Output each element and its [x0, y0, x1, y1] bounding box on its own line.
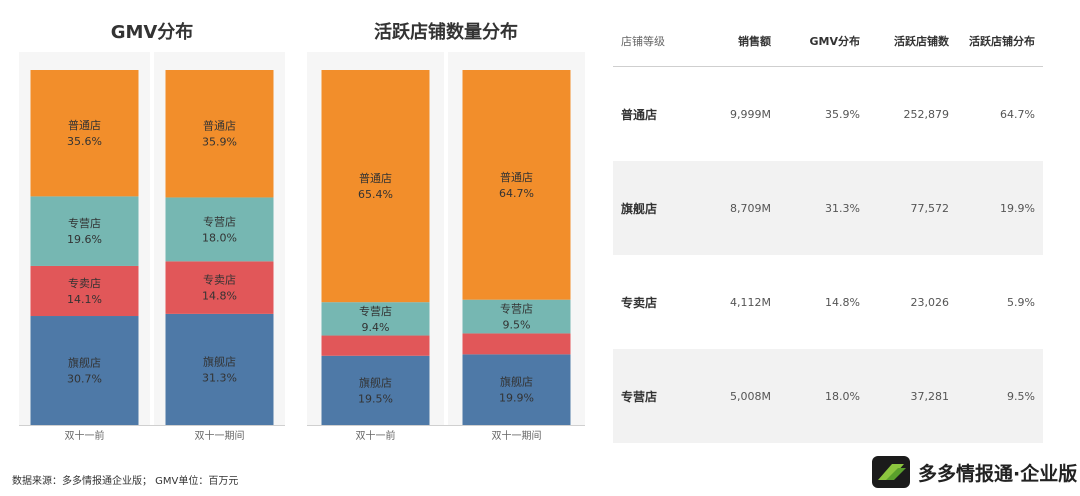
header-gmv-share: GMV分布	[809, 35, 861, 48]
bar-segment-专卖店	[462, 333, 571, 355]
segment-value-label: 18.0%	[202, 231, 237, 244]
bar-segment-旗舰店	[165, 313, 274, 425]
stores-chart-title: 活跃店铺数量分布	[374, 22, 518, 43]
cell-active-store-share: 19.9%	[1000, 201, 1035, 215]
active-stores-distribution-chart: 旗舰店 19.5% 专营店 9.4% 普通店 65.4% 双十一前 旗舰店 19.9% 专营店 9.…	[307, 52, 585, 442]
segment-name-label: 旗舰店	[500, 375, 533, 389]
cell-active-stores: 23,026	[910, 295, 950, 309]
store-tier-table: 店铺等级 销售额 GMV分布 活跃店铺数 活跃店铺分布 普通店 9,999M 3…	[613, 16, 1043, 443]
bar-segment-专卖店	[165, 261, 274, 314]
brand-name: 多多情报通·企业版	[918, 462, 1078, 485]
table-row: 专营店 5,008M 18.0% 37,281 9.5%	[613, 349, 1043, 443]
bar-segment-旗舰店	[321, 355, 430, 425]
x-tick-label: 双十一前	[65, 429, 105, 442]
segment-name-label: 专卖店	[203, 273, 236, 287]
segment-value-label: 19.9%	[499, 392, 534, 405]
segment-value-label: 35.9%	[202, 136, 237, 149]
bar-segment-旗舰店	[30, 316, 139, 425]
bar-segment-专营店	[462, 299, 571, 334]
segment-name-label: 普通店	[500, 170, 533, 184]
bar-segment-专营店	[165, 197, 274, 262]
brand-logo-icon	[872, 456, 910, 488]
cell-gmv-share: 31.3%	[825, 201, 860, 215]
cell-active-store-share: 64.7%	[1000, 107, 1035, 121]
segment-value-label: 64.7%	[499, 187, 534, 200]
table-row: 旗舰店 8,709M 31.3% 77,572 19.9%	[613, 161, 1043, 255]
gmv-chart-title: GMV分布	[110, 22, 194, 43]
cell-gmv-share: 14.8%	[825, 295, 860, 309]
segment-name-label: 专卖店	[68, 276, 101, 290]
table-row: 专卖店 4,112M 14.8% 23,026 5.9%	[613, 255, 1043, 349]
table-header: 店铺等级 销售额 GMV分布 活跃店铺数 活跃店铺分布	[613, 16, 1043, 67]
cell-gmv-share: 35.9%	[825, 107, 860, 121]
segment-name-label: 普通店	[68, 118, 101, 132]
bar-segment-专卖店	[30, 265, 139, 317]
cell-gmv-share: 18.0%	[825, 389, 860, 403]
segment-value-label: 9.4%	[362, 321, 390, 334]
table-row: 普通店 9,999M 35.9% 252,879 64.7%	[613, 67, 1043, 161]
segment-name-label: 普通店	[203, 119, 236, 133]
cell-sales: 9,999M	[730, 107, 771, 121]
segment-name-label: 旗舰店	[68, 356, 101, 370]
cell-sales: 4,112M	[730, 295, 771, 309]
segment-value-label: 9.5%	[503, 319, 531, 332]
bar-segment-普通店	[165, 70, 274, 198]
bar-segment-专卖店	[321, 335, 430, 356]
cell-tier: 专营店	[621, 389, 658, 404]
segment-name-label: 普通店	[359, 171, 392, 185]
bar-segment-专营店	[30, 196, 139, 266]
cell-active-stores: 37,281	[910, 389, 950, 403]
x-tick-label: 双十一前	[356, 429, 396, 442]
bar-segment-普通店	[321, 70, 430, 303]
cell-active-store-share: 9.5%	[1007, 389, 1035, 403]
brand-block: 多多情报通·企业版	[872, 456, 1077, 488]
cell-sales: 5,008M	[730, 389, 771, 403]
segment-value-label: 35.6%	[67, 135, 102, 148]
header-active-stores: 活跃店铺数	[894, 35, 949, 48]
x-tick-label: 双十一期间	[492, 429, 542, 442]
bar-segment-普通店	[462, 70, 571, 300]
segment-value-label: 14.1%	[67, 293, 102, 306]
cell-sales: 8,709M	[730, 201, 771, 215]
segment-name-label: 专营店	[500, 302, 533, 316]
cell-active-store-share: 5.9%	[1007, 295, 1035, 309]
data-source-note: 数据来源：多多情报通企业版； GMV单位：百万元	[12, 476, 239, 487]
segment-value-label: 19.5%	[358, 392, 393, 405]
header-sales: 销售额	[738, 35, 771, 48]
x-tick-label: 双十一期间	[195, 429, 245, 442]
segment-value-label: 19.6%	[67, 233, 102, 246]
cell-tier: 旗舰店	[621, 201, 658, 216]
segment-name-label: 旗舰店	[203, 354, 236, 368]
cell-active-stores: 77,572	[910, 201, 950, 215]
segment-name-label: 专营店	[359, 304, 392, 318]
segment-value-label: 31.3%	[202, 371, 237, 384]
segment-name-label: 专营店	[203, 214, 236, 228]
bar-segment-普通店	[30, 70, 139, 197]
header-active-store-share: 活跃店铺分布	[969, 35, 1035, 48]
segment-value-label: 14.8%	[202, 290, 237, 303]
gmv-distribution-chart: 旗舰店 30.7% 专卖店 14.1% 专营店 19.6% 普通店 35.6% 双十一前 旗舰店 3…	[19, 52, 285, 442]
segment-value-label: 65.4%	[358, 188, 393, 201]
bar-segment-专营店	[321, 302, 430, 336]
cell-active-stores: 252,879	[903, 107, 950, 121]
segment-name-label: 专营店	[68, 216, 101, 230]
cell-tier: 普通店	[621, 107, 658, 122]
segment-value-label: 30.7%	[67, 373, 102, 386]
bar-segment-旗舰店	[462, 354, 571, 425]
header-store-tier: 店铺等级	[621, 35, 665, 48]
segment-name-label: 旗舰店	[359, 375, 392, 389]
cell-tier: 专卖店	[621, 295, 658, 310]
